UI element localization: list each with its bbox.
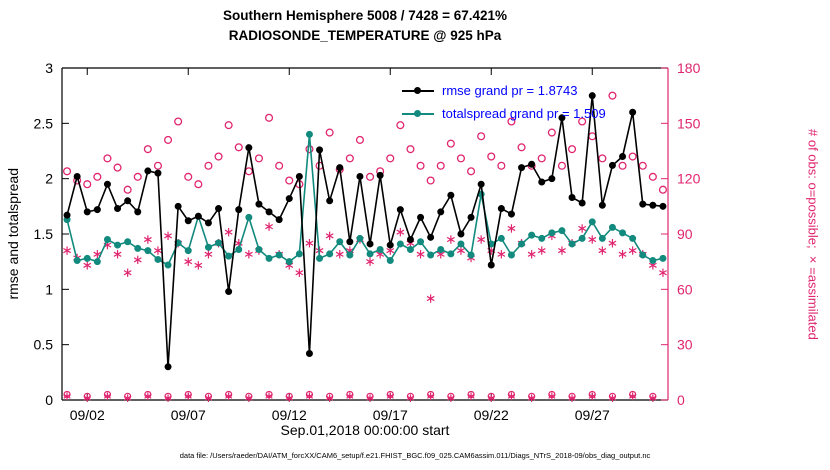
chart-title: Southern Hemisphere 5008 / 7428 = 67.421… — [62, 6, 668, 46]
rmse-marker-swatch — [414, 87, 421, 94]
totalspread-line-swatch — [402, 110, 434, 117]
legend: rmse grand pr = 1.8743 totalspread grand… — [402, 79, 606, 125]
svg-text:1.5: 1.5 — [34, 226, 54, 242]
svg-text:09/02: 09/02 — [70, 407, 105, 423]
svg-text:0: 0 — [677, 392, 685, 408]
y-axis-label-right: # of obs: o=possible; ×=assimilated — [800, 68, 826, 400]
totalspread-marker-swatch — [414, 110, 421, 117]
rmse-line-swatch — [402, 87, 434, 94]
svg-text:120: 120 — [677, 171, 701, 187]
svg-text:180: 180 — [677, 60, 701, 76]
svg-text:2: 2 — [45, 171, 53, 187]
svg-text:150: 150 — [677, 115, 701, 131]
rmse-series — [63, 92, 667, 371]
obs-low-count-markers — [63, 390, 657, 402]
svg-text:60: 60 — [677, 281, 693, 297]
legend-item-rmse: rmse grand pr = 1.8743 — [402, 79, 606, 102]
svg-text:2.5: 2.5 — [34, 115, 54, 131]
x-axis-label: Sep.01,2018 00:00:00 start — [280, 422, 450, 438]
svg-text:90: 90 — [677, 226, 693, 242]
axes — [61, 67, 669, 401]
svg-text:0.5: 0.5 — [34, 337, 54, 353]
svg-text:0: 0 — [45, 392, 53, 408]
svg-text:09/17: 09/17 — [373, 407, 408, 423]
legend-item-totalspread: totalspread grand pr = 1.509 — [402, 102, 606, 125]
legend-label-totalspread: totalspread grand pr = 1.509 — [442, 106, 606, 121]
svg-text:30: 30 — [677, 337, 693, 353]
svg-text:09/07: 09/07 — [171, 407, 206, 423]
svg-text:1: 1 — [45, 281, 53, 297]
y-axis-label-right-text: # of obs: o=possible; ×=assimilated — [805, 128, 821, 340]
svg-text:09/27: 09/27 — [575, 407, 610, 423]
svg-text:3: 3 — [45, 60, 53, 76]
chart-title-line2: RADIOSONDE_TEMPERATURE @ 925 hPa — [228, 28, 502, 43]
obs-assimilated-series — [63, 222, 667, 303]
totalspread-series — [63, 130, 667, 269]
chart-title-line1: Southern Hemisphere 5008 / 7428 = 67.421… — [222, 8, 508, 23]
svg-text:09/22: 09/22 — [474, 407, 509, 423]
legend-label-rmse: rmse grand pr = 1.8743 — [442, 83, 578, 98]
data-file-caption: data file: /Users/raeder/DAI/ATM_forcXX/… — [179, 451, 651, 460]
obs-possible-series — [63, 91, 667, 194]
svg-text:09/12: 09/12 — [272, 407, 307, 423]
